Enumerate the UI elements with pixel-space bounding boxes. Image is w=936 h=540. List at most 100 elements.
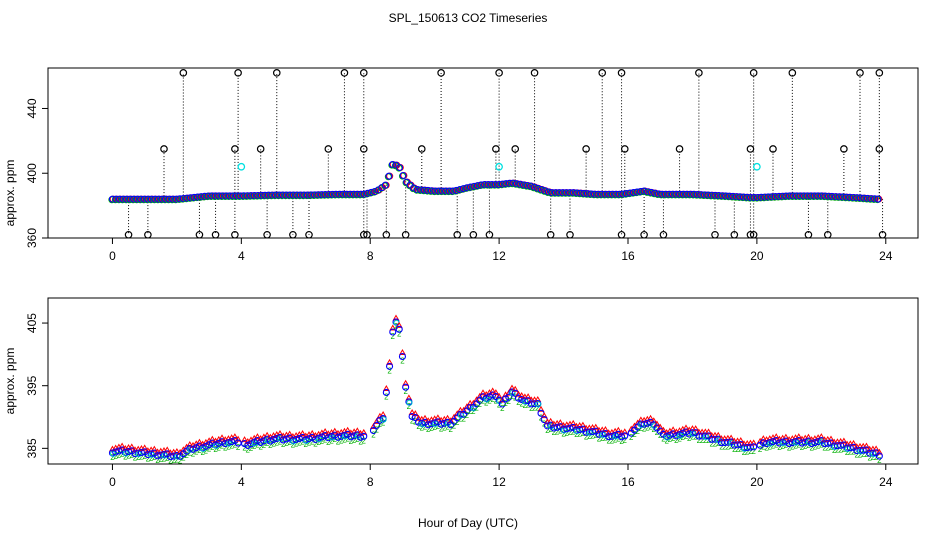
bottom-point-red [682, 424, 690, 431]
top-point-green [849, 194, 857, 202]
top-point-blue [459, 185, 467, 193]
top-point-green [388, 161, 396, 169]
top-outlier-point [695, 69, 703, 77]
top-point-green [562, 189, 570, 197]
bottom-point-green: 2 [639, 424, 644, 433]
figure-title: SPL_150613 CO2 Timeseries [389, 11, 548, 25]
bottom-point-green: 2 [690, 433, 695, 442]
top-point-blue [718, 192, 726, 200]
bottom-point-green: 2 [358, 437, 363, 446]
top-point-blue [739, 193, 747, 201]
top-outlier-point [324, 145, 333, 153]
bottom-x-tick-label: 4 [238, 475, 245, 489]
top-point-green [824, 193, 832, 201]
bottom-point-blue [576, 425, 584, 434]
bottom-point-red [614, 426, 622, 433]
top-point-blue [707, 191, 716, 199]
top-point-green [267, 192, 275, 200]
bottom-point-red [705, 428, 713, 435]
top-point-blue [151, 195, 159, 203]
top-point-blue [828, 192, 836, 200]
bottom-point-green: 2 [845, 448, 850, 457]
bottom-point-green: 2 [768, 443, 773, 452]
bottom-point-green: 2 [287, 438, 292, 447]
top-point-green [129, 196, 137, 204]
top-point-blue [679, 190, 687, 198]
top-point-green [321, 191, 329, 199]
top-point-green [480, 181, 488, 189]
bottom-point-blue [785, 440, 793, 448]
top-point-blue [399, 171, 407, 180]
bottom-point-red [231, 433, 239, 440]
top-point-blue [566, 189, 574, 197]
top-outlier-point [340, 69, 349, 77]
top-point-blue [140, 195, 148, 203]
bottom-point-green: 2 [771, 442, 776, 451]
top-point-green [664, 191, 672, 199]
top-point-green [749, 194, 757, 202]
bottom-point-blue [279, 436, 287, 444]
bottom-point-green: 2 [510, 392, 515, 401]
top-point-green [696, 191, 704, 199]
top-point-blue [261, 191, 269, 199]
top-point-green [657, 191, 665, 199]
top-point-green [122, 196, 130, 204]
bottom-point-green: 2 [258, 442, 263, 451]
top-point-blue [853, 194, 861, 202]
top-outlier-point [769, 145, 777, 153]
top-point-blue [169, 195, 177, 203]
top-point-blue [839, 193, 847, 201]
bottom-point-red [827, 435, 835, 442]
bottom-point-red [601, 426, 609, 433]
bottom-point-green: 2 [574, 430, 579, 439]
top-point-green [448, 188, 456, 196]
bottom-point-green: 2 [877, 456, 882, 465]
bottom-point-green: 2 [793, 442, 798, 451]
bottom-point-red [540, 412, 548, 419]
bottom-point-green: 2 [397, 329, 402, 338]
bottom-x-tick-label: 20 [750, 475, 764, 489]
bottom-point-red [492, 389, 500, 396]
bottom-point-green: 2 [500, 404, 505, 413]
bottom-point-blue [621, 432, 629, 440]
bottom-point-red [782, 433, 790, 440]
bottom-point-green: 2 [297, 438, 302, 447]
top-point-blue [665, 190, 673, 198]
bottom-point-green: 2 [703, 436, 708, 445]
bottom-point-blue [514, 394, 522, 402]
bottom-point-red [463, 403, 471, 410]
bottom-point-blue [808, 440, 816, 448]
bottom-point-green: 2 [600, 434, 605, 443]
top-point-blue [725, 192, 733, 200]
top-point-blue [722, 192, 730, 200]
bottom-point-green: 2 [455, 418, 460, 427]
bottom-point-green: 2 [168, 457, 173, 466]
top-point-green [296, 192, 304, 200]
top-point-blue [328, 190, 336, 198]
bottom-point-green: 2 [436, 422, 441, 431]
bottom-point-green: 2 [458, 414, 463, 423]
bottom-point-green: 2 [809, 444, 814, 453]
top-point-green [654, 190, 662, 198]
top-point-blue [349, 190, 358, 198]
top-point-green [622, 190, 630, 198]
top-point-green [455, 186, 463, 194]
bottom-point-red [656, 423, 664, 430]
bottom-point-green: 2 [133, 454, 138, 463]
bottom-point-green: 2 [310, 437, 315, 446]
top-point-blue [243, 192, 251, 200]
bottom-point-green: 2 [855, 451, 860, 460]
top-point-green [179, 195, 187, 203]
bottom-point-green: 2 [307, 439, 312, 448]
bottom-point-green: 2 [697, 436, 702, 445]
top-point-green [363, 190, 371, 198]
bottom-point-blue [360, 432, 368, 440]
top-point-green [207, 193, 215, 201]
bottom-point-green: 2 [816, 442, 821, 451]
top-point-blue [789, 192, 797, 200]
bottom-point-red [476, 392, 484, 399]
top-outlier-point [675, 145, 684, 153]
top-point-green [473, 182, 481, 190]
top-point-blue [215, 192, 223, 200]
top-spike-lines [128, 72, 884, 235]
